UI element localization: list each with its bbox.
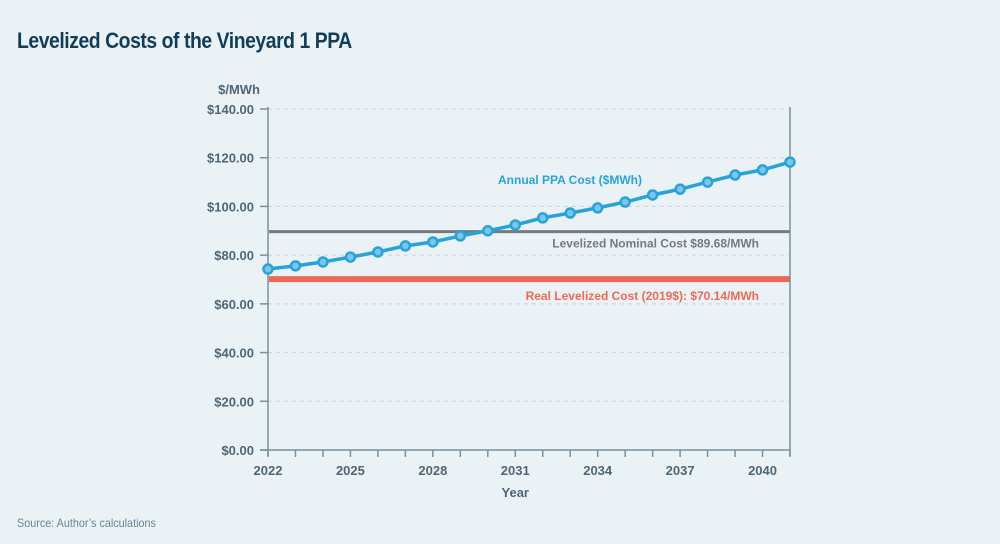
x-tick-label: 2028 (418, 463, 447, 478)
data-point (427, 236, 439, 248)
data-point (564, 207, 576, 219)
x-tick-label: 2031 (501, 463, 530, 478)
x-tick-label: 2022 (254, 463, 283, 478)
y-tick-label: $60.00 (214, 297, 254, 312)
axes: $0.00 $20.00 $40.00 $60.00 $80.00 $100.00 $120… (207, 82, 791, 500)
reference-label-real: Real Levelized Cost (2019$): $70.14/MWh (526, 289, 759, 303)
y-tick-label: $100.00 (207, 199, 254, 214)
y-axis-title: $/MWh (218, 82, 260, 97)
x-axis-title: Year (502, 485, 529, 500)
series (262, 156, 796, 275)
y-tick-label: $40.00 (214, 346, 254, 361)
y-tick-label: $140.00 (207, 102, 254, 117)
data-point (729, 169, 741, 181)
x-tick-label: 2025 (336, 463, 365, 478)
data-point (509, 219, 522, 231)
chart-title: Levelized Costs of the Vineyard 1 PPA (17, 28, 352, 53)
data-point (646, 189, 659, 201)
series-label: Annual PPA Cost ($MWh) (498, 173, 642, 187)
data-point (289, 260, 302, 272)
data-point (701, 176, 714, 188)
data-point (344, 251, 357, 263)
x-tick-label: 2034 (583, 463, 613, 478)
data-point (756, 164, 769, 176)
labels: Levelized Nominal Cost $89.68/MWh Real Le… (498, 173, 759, 303)
data-point (591, 202, 604, 214)
y-tick-label: $20.00 (214, 394, 254, 409)
data-point (372, 246, 384, 258)
x-tick-label: 2037 (666, 463, 695, 478)
y-tick-label: $120.00 (207, 151, 254, 166)
data-point (619, 196, 631, 208)
data-point (482, 225, 494, 237)
gridlines (268, 108, 790, 402)
data-point (674, 183, 686, 195)
data-point (784, 156, 796, 168)
reference-label-nominal: Levelized Nominal Cost $89.68/MWh (552, 237, 759, 251)
y-tick-label: $0.00 (221, 443, 254, 458)
y-tick-label: $80.00 (214, 248, 254, 263)
data-point (454, 230, 467, 242)
data-point (317, 256, 329, 268)
reference-lines (269, 230, 790, 283)
x-tick-label: 2040 (748, 463, 777, 478)
source-note: Source: Author’s calculations (17, 516, 156, 530)
data-point (262, 263, 274, 275)
data-point (399, 240, 412, 252)
data-point (536, 212, 549, 224)
